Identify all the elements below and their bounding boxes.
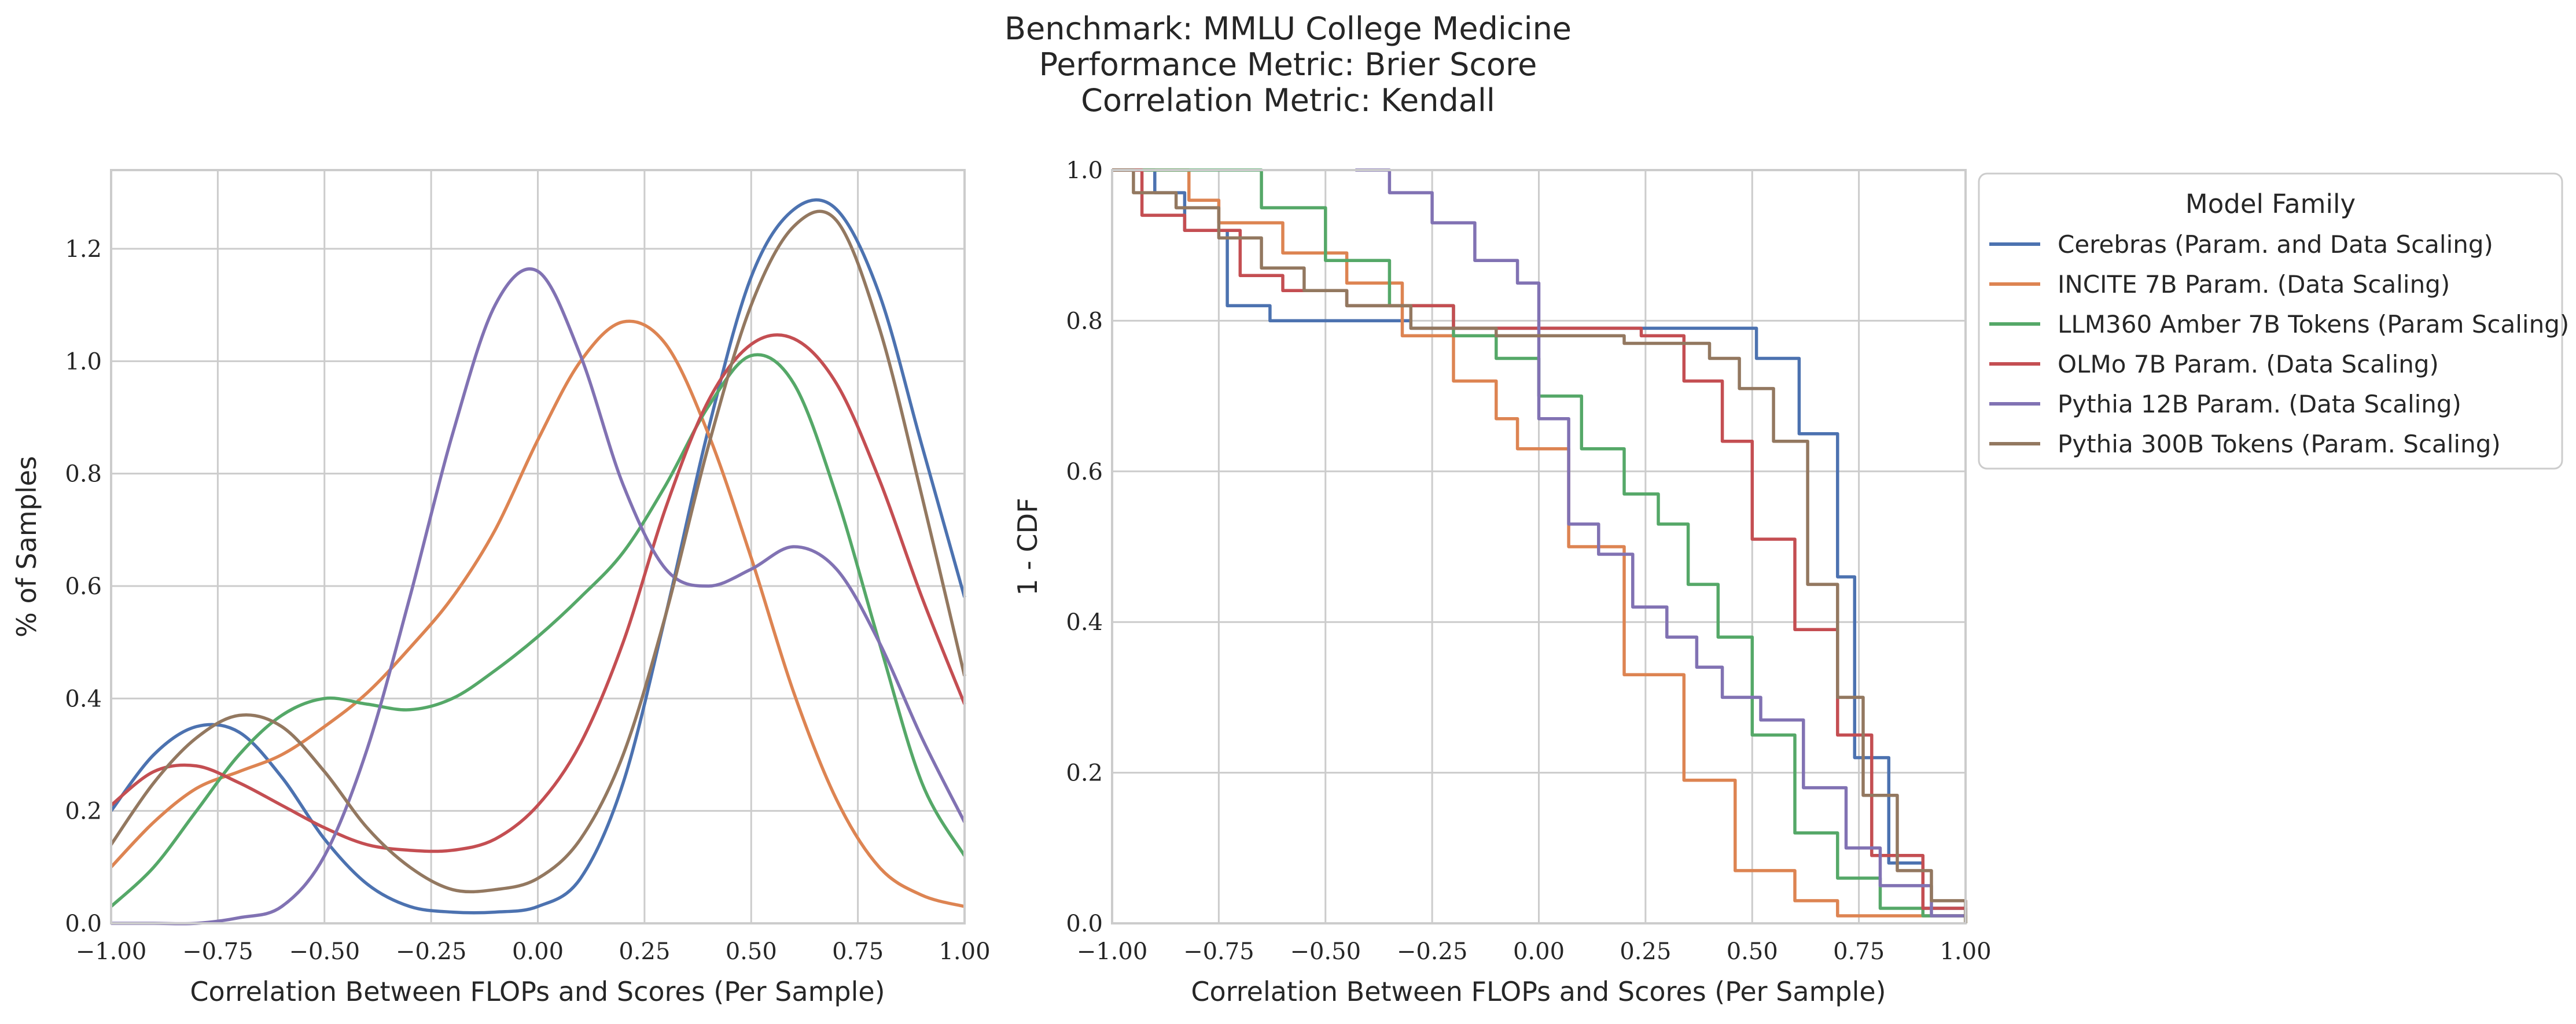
density-x-tick-label: −0.25 xyxy=(396,938,467,965)
density-series-pythia-300b-tokens-param-scaling xyxy=(109,209,966,894)
survival-y-tick-label: 0.6 xyxy=(1066,459,1103,485)
density-y-tick-label: 1.0 xyxy=(65,348,102,375)
density-series-llm360-amber-7b-tokens-param-scaling xyxy=(110,353,966,908)
survival-y-tick-label: 1.0 xyxy=(1066,157,1103,184)
density-x-tick-label: −0.50 xyxy=(289,938,360,965)
title-line-2: Performance Metric: Brier Score xyxy=(1039,46,1537,83)
survival-series-incite-7b-param-data-scaling xyxy=(1112,168,1967,923)
survival-y-tick-label: 0.0 xyxy=(1066,911,1103,937)
survival-series-pythia-300b-tokens-param-scaling xyxy=(1112,168,1967,923)
survival-x-tick-label: −0.75 xyxy=(1183,938,1254,965)
survival-y-tick-label: 0.4 xyxy=(1066,609,1103,636)
legend-label-olmo-7b-param-data-scaling: OLMo 7B Param. (Data Scaling) xyxy=(2058,350,2439,378)
survival-x-axis-label: Correlation Between FLOPs and Scores (Pe… xyxy=(1191,976,1886,1007)
survival-x-tick-label: 0.50 xyxy=(1727,938,1778,965)
density-x-tick-label: −1.00 xyxy=(76,938,147,965)
density-x-axis-label: Correlation Between FLOPs and Scores (Pe… xyxy=(190,976,885,1007)
density-series-cerebras-param-and-data-scaling xyxy=(109,198,966,915)
title-line-3: Correlation Metric: Kendall xyxy=(1081,82,1495,119)
density-x-tick-label: −0.75 xyxy=(182,938,253,965)
density-y-tick-label: 1.2 xyxy=(65,236,102,263)
survival-series-pythia-12b-param-data-scaling xyxy=(1355,168,1966,918)
survival-y-tick-label: 0.2 xyxy=(1066,760,1103,787)
survival-x-tick-label: 0.75 xyxy=(1833,938,1885,965)
legend-items: Cerebras (Param. and Data Scaling) INCITE… xyxy=(1989,230,2569,458)
survival-x-ticks: −1.00 −0.75 −0.50 −0.25 0.00 0.25 0.50 0.75 1.00 xyxy=(1077,938,1992,965)
survival-series-olmo-7b-param-data-scaling xyxy=(1112,168,1966,910)
density-panel: −1.00 −0.75 −0.50 −0.25 0.00 0.25 0.50 0.75 1.00… xyxy=(11,169,991,1007)
survival-series-llm360-amber-7b-tokens-param-scaling xyxy=(1112,168,1967,923)
density-x-ticks: −1.00 −0.75 −0.50 −0.25 0.00 0.25 0.50 0.75 1.00 xyxy=(76,938,991,965)
density-y-ticks: 0.0 0.2 0.4 0.6 0.8 1.0 1.2 xyxy=(65,236,102,937)
legend-label-llm360-amber-7b-tokens-param-scaling: LLM360 Amber 7B Tokens (Param Scaling) xyxy=(2058,310,2569,338)
density-series-incite-7b-param-data-scaling xyxy=(110,319,965,908)
legend-label-incite-7b-param-data-scaling: INCITE 7B Param. (Data Scaling) xyxy=(2058,270,2450,299)
survival-y-tick-label: 0.8 xyxy=(1066,308,1103,334)
density-series-olmo-7b-param-data-scaling xyxy=(110,333,966,853)
survival-series xyxy=(1112,168,1967,923)
survival-panel: −1.00 −0.75 −0.50 −0.25 0.00 0.25 0.50 0.75 1.00… xyxy=(1012,157,1992,1007)
density-x-tick-label: 0.25 xyxy=(619,938,670,965)
density-gridlines xyxy=(110,170,966,924)
survival-y-ticks: 0.0 0.2 0.4 0.6 0.8 1.0 xyxy=(1066,157,1103,937)
legend-label-pythia-12b-param-data-scaling: Pythia 12B Param. (Data Scaling) xyxy=(2058,390,2461,418)
density-y-tick-label: 0.6 xyxy=(65,573,102,600)
density-x-tick-label: 0.50 xyxy=(726,938,777,965)
survival-x-tick-label: −0.25 xyxy=(1397,938,1468,965)
density-x-tick-label: 0.00 xyxy=(512,938,564,965)
density-series-pythia-12b-param-data-scaling xyxy=(111,267,966,926)
density-y-tick-label: 0.4 xyxy=(65,686,102,712)
survival-x-tick-label: −1.00 xyxy=(1077,938,1148,965)
density-y-tick-label: 0.0 xyxy=(65,911,102,937)
legend-title: Model Family xyxy=(2185,189,2356,219)
legend: Model Family Cerebras (Param. and Data S… xyxy=(1978,172,2569,470)
legend-label-cerebras-param-and-data-scaling: Cerebras (Param. and Data Scaling) xyxy=(2058,230,2493,259)
survival-frame xyxy=(1111,169,1967,924)
figure-title: Benchmark: MMLU College Medicine Perform… xyxy=(1004,10,1572,119)
density-y-axis-label: % of Samples xyxy=(11,456,42,638)
title-line-1: Benchmark: MMLU College Medicine xyxy=(1004,10,1572,47)
legend-box xyxy=(1978,172,2563,470)
density-frame xyxy=(110,169,966,924)
density-x-tick-label: 0.75 xyxy=(832,938,884,965)
survival-x-tick-label: 0.25 xyxy=(1620,938,1671,965)
survival-x-tick-label: 1.00 xyxy=(1940,938,1991,965)
density-x-tick-label: 1.00 xyxy=(939,938,990,965)
density-y-tick-label: 0.2 xyxy=(65,798,102,825)
density-y-tick-label: 0.8 xyxy=(65,461,102,488)
survival-y-axis-label: 1 - CDF xyxy=(1012,498,1043,595)
survival-x-tick-label: −0.50 xyxy=(1290,938,1361,965)
legend-label-pythia-300b-tokens-param-scaling: Pythia 300B Tokens (Param. Scaling) xyxy=(2058,430,2501,458)
survival-x-tick-label: 0.00 xyxy=(1513,938,1565,965)
density-series xyxy=(109,198,966,926)
